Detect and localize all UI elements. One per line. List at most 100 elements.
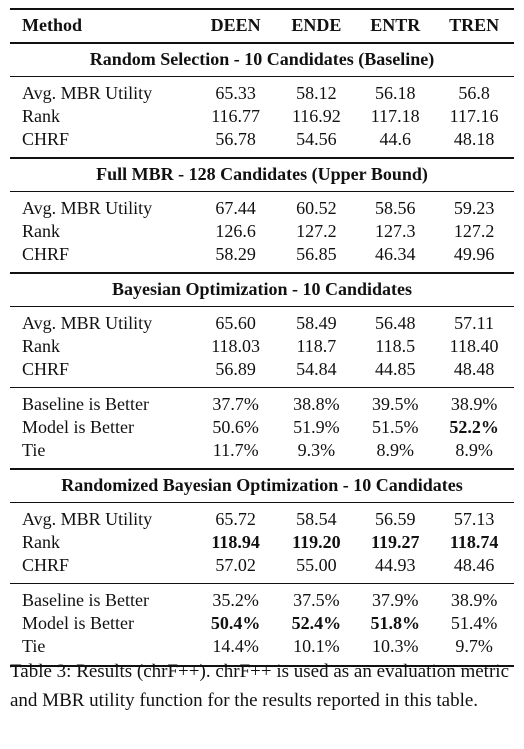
row-label: Model is Better	[22, 613, 134, 633]
table-row: Tie 11.7% 9.3% 8.9% 8.9%	[10, 439, 514, 469]
cell-value-best: 51.8%	[370, 613, 420, 633]
row-label: Model is Better	[22, 417, 134, 437]
section-header-row: Bayesian Optimization - 10 Candidates	[10, 272, 514, 307]
row-label: Avg. MBR Utility	[10, 76, 195, 105]
cell-value: 8.9%	[455, 440, 493, 460]
cell-value: 57.02	[215, 555, 256, 575]
cell-value: 116.77	[211, 106, 261, 126]
cell-value: 117.16	[449, 106, 499, 126]
row-label: Rank	[22, 532, 60, 552]
cell-value: 56.8	[434, 76, 514, 105]
row-label: CHRF	[22, 244, 70, 264]
cell-value: 48.48	[453, 359, 495, 379]
cell-value: 44.6	[379, 129, 411, 149]
section-title-bayesian-optimization: Bayesian Optimization - 10 Candidates	[10, 272, 514, 307]
table-caption: Table 3: Results (chrF++). chrF++ is use…	[10, 661, 510, 711]
cell-value: 58.54	[276, 502, 357, 531]
cell-value: 10.3%	[356, 635, 435, 667]
cell-value: 48.18	[453, 129, 495, 149]
table-row: Rank 116.77 116.92 117.18 117.16	[10, 105, 514, 128]
cell-value: 46.34	[374, 244, 416, 264]
cell-value: 38.9%	[434, 583, 514, 612]
cell-value: 51.4%	[450, 613, 498, 633]
cell-value: 118.40	[449, 336, 499, 356]
row-label: Tie	[10, 635, 195, 667]
cell-value: 118.5	[375, 336, 416, 356]
cell-value: 56.89	[215, 359, 256, 379]
cell-value: 57.13	[434, 502, 514, 531]
row-label: Avg. MBR Utility	[10, 502, 195, 531]
cell-value-best: 50.4%	[210, 613, 261, 633]
header-method: Method	[10, 8, 195, 43]
table-row: Model is Better 50.4% 52.4% 51.8% 51.4%	[10, 612, 514, 635]
cell-value: 65.72	[194, 502, 277, 531]
table-row: CHRF 58.29 56.85 46.34 49.96	[10, 243, 514, 273]
row-label: Baseline is Better	[10, 583, 195, 612]
table-row: CHRF 56.89 54.84 44.85 48.48	[10, 358, 514, 388]
row-label: Tie	[22, 440, 46, 460]
row-label: Avg. MBR Utility	[10, 191, 195, 220]
row-label: CHRF	[22, 129, 70, 149]
section-header-row: Random Selection - 10 Candidates (Baseli…	[10, 42, 514, 77]
cell-value: 126.6	[215, 221, 256, 241]
cell-value-best: 118.74	[449, 532, 499, 552]
cell-value: 127.2	[296, 221, 337, 241]
cell-value: 38.8%	[276, 387, 357, 416]
cell-value: 8.9%	[376, 440, 414, 460]
cell-value: 127.3	[374, 221, 416, 241]
row-label: Rank	[22, 106, 60, 126]
table-row: Rank 126.6 127.2 127.3 127.2	[10, 220, 514, 243]
cell-value: 117.18	[370, 106, 420, 126]
table-row: Rank 118.94 119.20 119.27 118.74	[10, 531, 514, 554]
cell-value: 44.93	[374, 555, 416, 575]
cell-value: 50.6%	[212, 417, 259, 437]
cell-value: 55.00	[296, 555, 337, 575]
table-row: Rank 118.03 118.7 118.5 118.40	[10, 335, 514, 358]
cell-value: 37.5%	[276, 583, 357, 612]
cell-value: 14.4%	[194, 635, 277, 667]
cell-value: 58.12	[276, 76, 357, 105]
row-label: CHRF	[22, 359, 70, 379]
cell-value: 51.9%	[293, 417, 340, 437]
table-row: Avg. MBR Utility 65.60 58.49 56.48 57.11	[10, 306, 514, 335]
cell-value: 65.33	[194, 76, 277, 105]
cell-value: 116.92	[291, 106, 341, 126]
cell-value: 58.49	[276, 306, 357, 335]
cell-value: 49.96	[453, 244, 495, 264]
cell-value: 56.48	[356, 306, 435, 335]
row-label: CHRF	[22, 555, 70, 575]
row-label: Rank	[22, 221, 60, 241]
cell-value: 54.84	[296, 359, 337, 379]
cell-value: 56.85	[296, 244, 337, 264]
cell-value: 56.78	[215, 129, 256, 149]
header-ende: ENDE	[276, 8, 357, 43]
cell-value: 48.46	[453, 555, 495, 575]
cell-value: 54.56	[296, 129, 337, 149]
cell-value: 118.03	[211, 336, 261, 356]
results-table: Method DEEN ENDE ENTR TREN Random Select…	[10, 8, 514, 667]
cell-value-best: 119.27	[370, 532, 420, 552]
cell-value: 9.7%	[434, 635, 514, 667]
cell-value: 56.18	[356, 76, 435, 105]
cell-value: 38.9%	[434, 387, 514, 416]
table-row: Tie 14.4% 10.1% 10.3% 9.7%	[10, 635, 514, 667]
row-label: Rank	[22, 336, 60, 356]
cell-value-best: 52.2%	[449, 417, 499, 437]
cell-value: 60.52	[276, 191, 357, 220]
cell-value: 65.60	[194, 306, 277, 335]
section-header-row: Full MBR - 128 Candidates (Upper Bound)	[10, 157, 514, 192]
header-tren: TREN	[434, 8, 514, 43]
table-row: Avg. MBR Utility 65.33 58.12 56.18 56.8	[10, 76, 514, 105]
cell-value: 39.5%	[356, 387, 435, 416]
table-row: Model is Better 50.6% 51.9% 51.5% 52.2%	[10, 416, 514, 439]
section-header-row: Randomized Bayesian Optimization - 10 Ca…	[10, 468, 514, 503]
cell-value: 35.2%	[194, 583, 277, 612]
header-entr: ENTR	[356, 8, 435, 43]
section-title-random-selection: Random Selection - 10 Candidates (Baseli…	[10, 42, 514, 77]
section-title-randomized-bayesian-optimization: Randomized Bayesian Optimization - 10 Ca…	[10, 468, 514, 503]
table-row: CHRF 56.78 54.56 44.6 48.18	[10, 128, 514, 158]
cell-value: 56.59	[356, 502, 435, 531]
cell-value: 11.7%	[212, 440, 259, 460]
cell-value: 44.85	[374, 359, 416, 379]
